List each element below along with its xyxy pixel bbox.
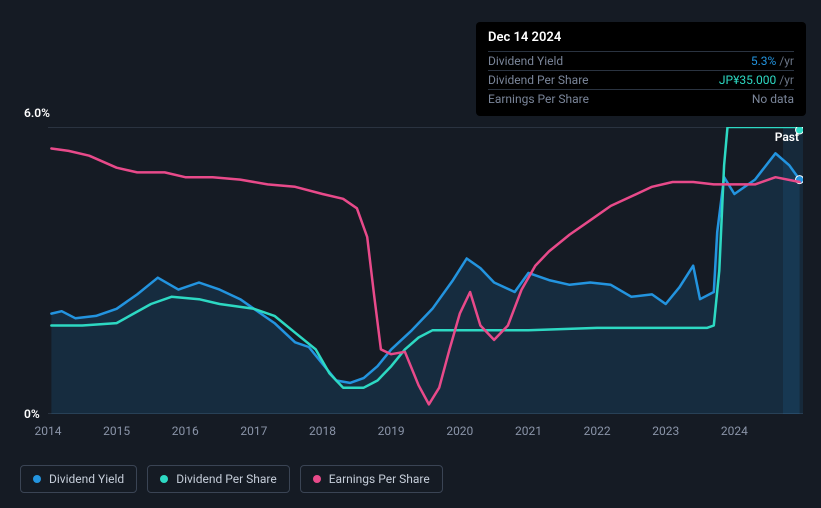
info-label: Dividend Yield (488, 54, 563, 68)
legend-item[interactable]: Earnings Per Share (300, 465, 443, 493)
info-value: JP¥35.000/yr (719, 73, 794, 87)
legend: Dividend Yield Dividend Per Share Earnings… (20, 465, 443, 493)
x-axis-label: 2015 (103, 424, 130, 438)
past-label: Past (775, 130, 799, 144)
chart-container: Dec 14 2024 Dividend Yield5.3%/yrDividen… (0, 0, 821, 508)
info-value: 5.3%/yr (751, 54, 794, 68)
info-row: Dividend Per Share JP¥35.000/yr (488, 70, 794, 89)
info-date: Dec 14 2024 (488, 30, 794, 51)
legend-dot (313, 475, 321, 483)
info-rows: Dividend Yield 5.3%/yr Dividend Per Share J… (488, 51, 794, 108)
x-axis-label: 2023 (652, 424, 679, 438)
info-row: Earnings Per Share No data (488, 89, 794, 108)
y-axis-label-max: 6.0% (24, 106, 50, 120)
x-axis-label: 2019 (378, 424, 405, 438)
legend-label: Dividend Per Share (176, 472, 277, 486)
legend-dot (33, 475, 41, 483)
x-axis-label: 2022 (584, 424, 611, 438)
x-axis-label: 2020 (446, 424, 473, 438)
info-box: Dec 14 2024 Dividend Yield5.3%/yrDividen… (476, 22, 806, 116)
x-axis-label: 2021 (515, 424, 542, 438)
chart-svg (48, 127, 803, 414)
x-axis-label: 2014 (35, 424, 62, 438)
info-label: Earnings Per Share (488, 92, 589, 106)
x-axis-label: 2017 (240, 424, 267, 438)
x-axis-label: 2016 (172, 424, 199, 438)
info-value: No data (752, 92, 794, 106)
info-unit: /yr (779, 54, 794, 68)
legend-dot (160, 475, 168, 483)
info-label: Dividend Per Share (488, 73, 589, 87)
legend-label: Earnings Per Share (329, 472, 430, 486)
info-row: Dividend Yield 5.3%/yr (488, 51, 794, 70)
legend-label: Dividend Yield (49, 472, 124, 486)
x-axis-label: 2024 (721, 424, 748, 438)
info-unit: /yr (779, 73, 794, 87)
plot-area (48, 127, 803, 414)
legend-item[interactable]: Dividend Yield (20, 465, 137, 493)
legend-item[interactable]: Dividend Per Share (147, 465, 290, 493)
x-axis-label: 2018 (309, 424, 336, 438)
y-axis-label-min: 0% (24, 407, 40, 421)
